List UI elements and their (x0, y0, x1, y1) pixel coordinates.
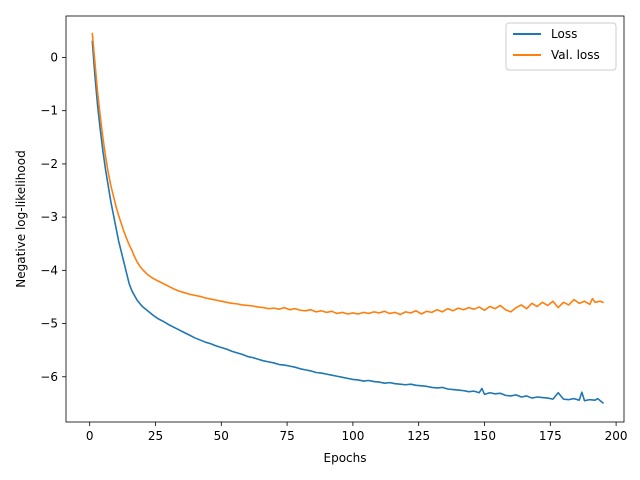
y-axis-label: Negative log-likelihood (14, 150, 28, 287)
y-tick-label: 0 (50, 51, 58, 65)
x-tick-label: 200 (605, 429, 628, 443)
legend-label-loss: Loss (551, 27, 577, 41)
y-tick-label: −5 (40, 317, 58, 331)
x-tick-label: 25 (148, 429, 163, 443)
x-tick-label: 100 (341, 429, 364, 443)
y-tick-label: −2 (40, 157, 58, 171)
x-axis: 0 25 50 75 100 125 150 175 200 (86, 422, 628, 443)
y-tick-label: −3 (40, 210, 58, 224)
y-axis: 0 −1 −2 −3 −4 −5 −6 (40, 51, 66, 384)
x-tick-label: 0 (86, 429, 94, 443)
x-tick-label: 125 (407, 429, 430, 443)
legend-label-val-loss: Val. loss (551, 48, 600, 62)
x-axis-label: Epochs (324, 451, 367, 465)
legend: Loss Val. loss (505, 22, 617, 71)
y-tick-label: −6 (40, 370, 58, 384)
series-line-0 (91, 40, 605, 404)
y-tick-label: −4 (40, 263, 58, 277)
x-tick-label: 75 (279, 429, 294, 443)
x-tick-label: 150 (473, 429, 496, 443)
plot-frame (65, 15, 625, 423)
series-layer (91, 32, 605, 404)
series-line-1 (91, 32, 604, 316)
y-tick-label: −1 (40, 104, 58, 118)
x-tick-label: 175 (539, 429, 562, 443)
x-tick-label: 50 (214, 429, 229, 443)
